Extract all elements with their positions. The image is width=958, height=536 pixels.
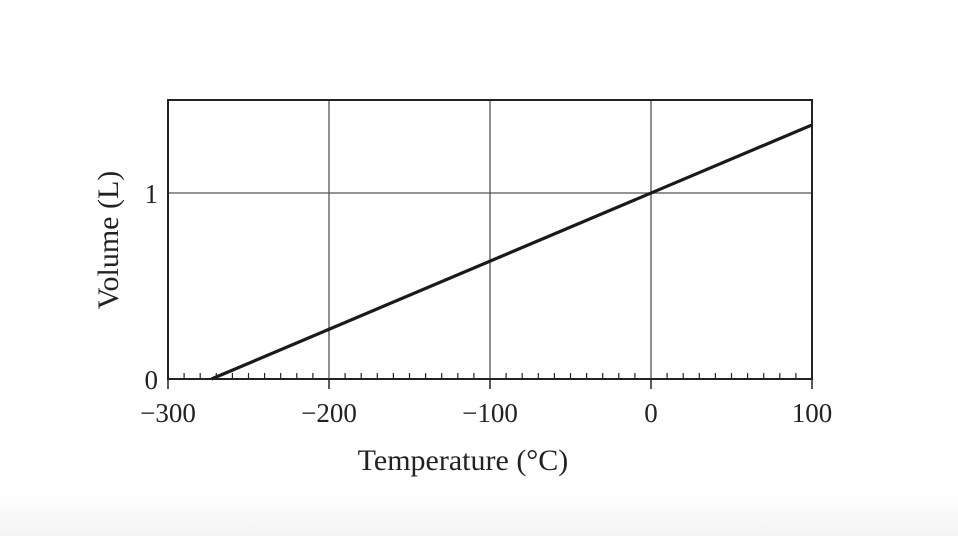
plot-frame <box>167 99 813 380</box>
series <box>210 123 813 381</box>
y-axis-label: Volume (L) <box>92 171 125 310</box>
x-tick-label: −100 <box>462 398 518 428</box>
bottom-band <box>0 496 958 536</box>
x-tick-label: 0 <box>644 398 658 428</box>
y-tick-label: 0 <box>145 365 159 395</box>
x-tick-labels: −300 −200 −100 0 100 <box>140 398 832 428</box>
y-tick-labels: 01 <box>145 179 159 395</box>
x-axis-label: Temperature (°C) <box>358 444 569 477</box>
x-tick-label: −200 <box>301 398 357 428</box>
x-tick-label: 100 <box>792 398 833 428</box>
series-line <box>210 123 813 381</box>
x-tick-label: −300 <box>140 398 196 428</box>
y-tick-label: 1 <box>145 179 159 209</box>
grid <box>168 100 812 379</box>
